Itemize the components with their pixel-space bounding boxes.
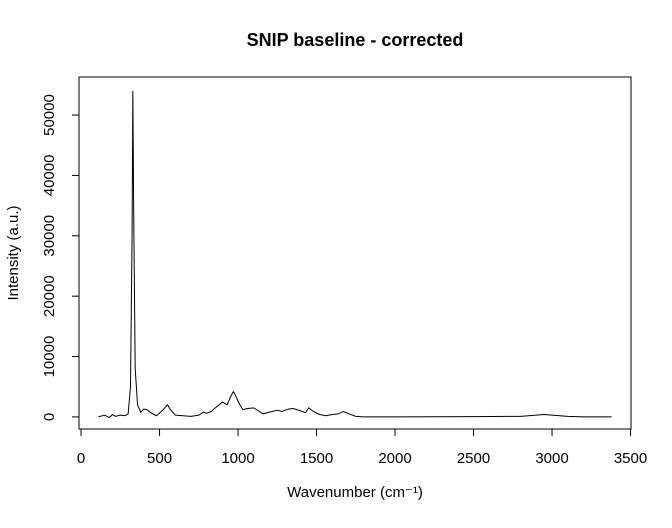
- x-tick-label: 1500: [300, 450, 333, 467]
- y-tick-label: 30000: [41, 215, 58, 257]
- y-tick-label: 10000: [41, 336, 58, 378]
- x-tick-label: 1000: [221, 450, 254, 467]
- plot-box: [78, 76, 632, 430]
- x-tick-label: 3000: [535, 450, 568, 467]
- chart-title: SNIP baseline - corrected: [247, 30, 464, 50]
- x-tick-label: 2000: [378, 450, 411, 467]
- x-tick-label: 2500: [457, 450, 490, 467]
- y-axis-label: Intensity (a.u.): [5, 205, 22, 300]
- y-tick-label: 50000: [41, 94, 58, 136]
- y-tick-label: 40000: [41, 155, 58, 197]
- x-tick-label: 3500: [614, 450, 647, 467]
- data-line: [98, 90, 612, 419]
- x-tick-label: 500: [147, 450, 172, 467]
- y-tick-label: 0: [41, 413, 58, 421]
- x-tick-label: 0: [77, 450, 85, 467]
- x-axis-label: Wavenumber (cm⁻¹): [287, 484, 423, 501]
- y-tick-label: 20000: [41, 275, 58, 317]
